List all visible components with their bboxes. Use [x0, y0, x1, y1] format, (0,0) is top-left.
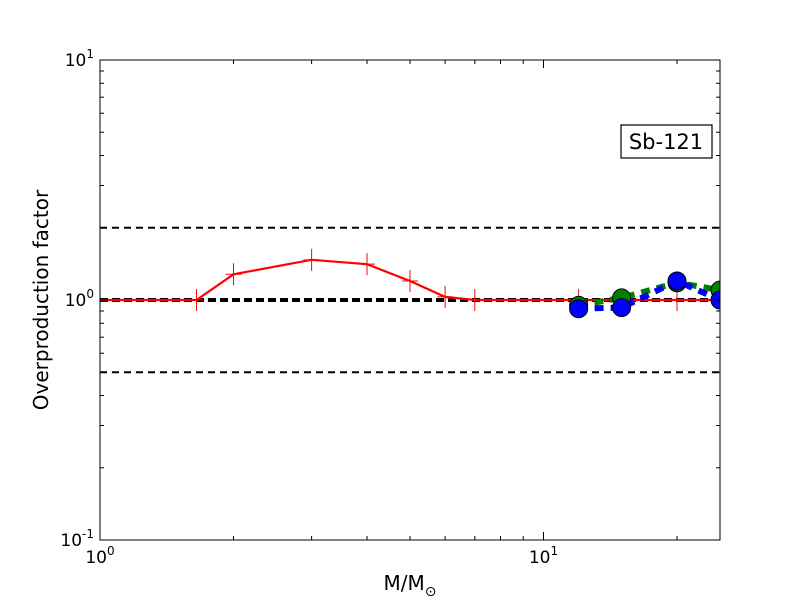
series-0-point-10 — [669, 289, 686, 311]
y-tick-label-base: 10 — [65, 291, 87, 311]
series-0-point-4 — [359, 253, 376, 276]
series-1-line — [578, 279, 720, 309]
y-tick-label-exponent: 1 — [86, 47, 94, 61]
series-2-point-2 — [667, 271, 687, 291]
y-tick-label-base: 10 — [60, 531, 82, 551]
series-0-point-6 — [437, 285, 454, 308]
series-0-point-7 — [466, 289, 483, 311]
series-0-point-5 — [402, 269, 418, 292]
annotation-label: Sb-121 — [629, 130, 703, 154]
x-tick-label-exponent: 0 — [107, 544, 115, 558]
series-2-line — [578, 277, 720, 312]
x-axis-label-subscript: ⊙ — [425, 584, 437, 600]
y-tick-label-0: 10-1 — [60, 527, 94, 551]
series-2-point-0 — [569, 299, 589, 319]
y-tick-label-base: 10 — [65, 51, 87, 71]
x-tick-label-0: 100 — [85, 544, 114, 568]
x-tick-label-base: 10 — [529, 548, 551, 568]
x-axis-label: M/M⊙ — [384, 571, 437, 600]
series-2 — [569, 271, 720, 319]
x-axis-label-main: M/M — [384, 571, 425, 595]
x-tick-label-base: 10 — [85, 548, 107, 568]
y-tick-label-exponent: 0 — [86, 287, 94, 301]
series-0-point-1 — [188, 289, 205, 311]
y-tick-label-1: 100 — [65, 287, 94, 311]
x-tick-label-1: 101 — [529, 544, 558, 568]
annotation-box: Sb-121 — [620, 124, 713, 159]
series-2-point-1 — [612, 298, 632, 318]
y-tick-label-2: 101 — [65, 47, 94, 71]
axis-ticks — [99, 59, 720, 541]
y-axis-label: Overproduction factor — [29, 189, 53, 410]
x-tick-label-exponent: 1 — [551, 544, 559, 558]
series-layer — [100, 248, 720, 319]
annotation-box-frame — [620, 124, 713, 159]
y-tick-label-exponent: -1 — [82, 527, 94, 541]
series-0-point-2 — [225, 263, 242, 286]
series-0-point-3 — [303, 248, 320, 271]
